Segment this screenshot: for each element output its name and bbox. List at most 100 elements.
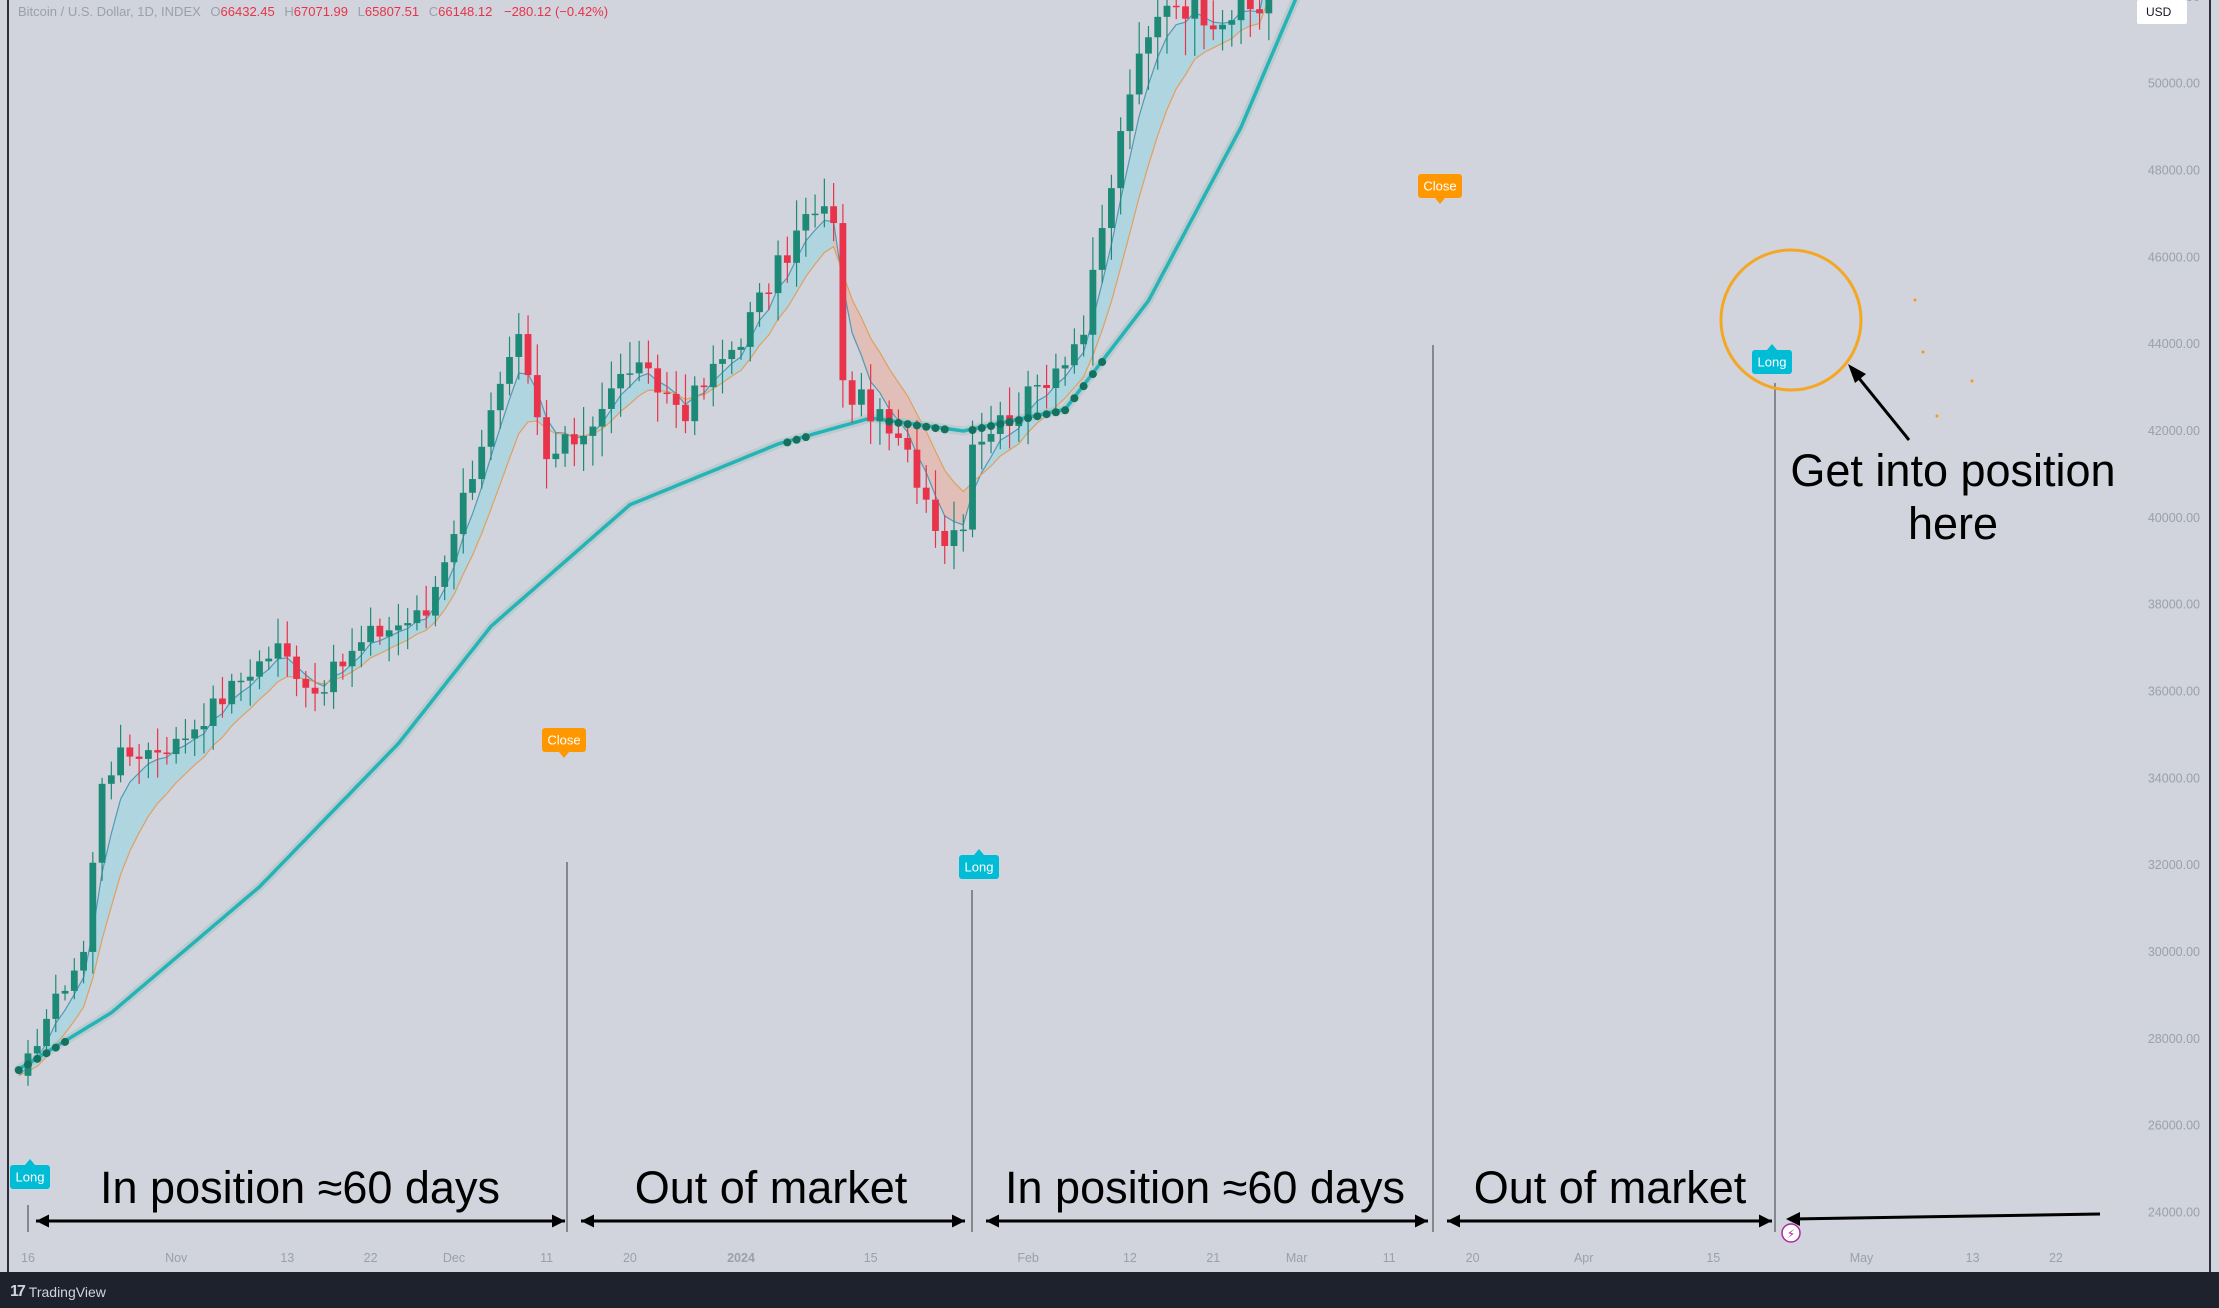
x-tick-label: May [1850,1251,1874,1265]
cloud-segment [805,230,816,277]
period-annotation: In position ≈60 days [100,1162,500,1213]
cloud-segment [139,763,149,833]
candle-body [496,383,504,411]
candle-body [876,409,884,422]
cloud-segment [1000,434,1010,456]
cloud-segment [278,657,288,682]
candle-body [1070,344,1078,366]
candle-body [339,661,347,667]
period-annotation: Out of market [1474,1162,1747,1213]
candle-body [200,726,208,730]
period-arrow-head [1447,1214,1460,1228]
cloud-segment [370,640,380,658]
candle-body [1163,5,1171,17]
candle-body [765,292,773,295]
cloud-segment [1092,282,1103,356]
cloud-segment [889,368,899,421]
cloud-segment [1166,24,1177,110]
candle-body [311,687,319,694]
ema-dot-marker [996,420,1005,429]
ema-dot-marker [1024,414,1033,423]
x-tick-label: Mar [1286,1251,1308,1265]
high-label: H [284,4,294,19]
cloud-segment [444,566,454,610]
candle-body [80,951,87,971]
cloud-segment [120,782,130,875]
candle-body [450,534,458,563]
ema-dot-marker [42,1049,51,1058]
candle-body [107,775,115,784]
ema-dot-marker [968,426,977,435]
x-tick-label: 12 [1123,1251,1137,1265]
y-tick-label: 46000.00 [2148,250,2200,264]
candle-body [43,1018,50,1047]
ema-dot-marker [1070,394,1079,403]
candle-body [719,359,726,364]
candle-body [274,643,282,659]
cloud-segment [815,220,825,265]
period-annotation: In position ≈60 days [1005,1162,1405,1213]
symbol-name: Bitcoin / U.S. Dollar, 1D, INDEX [18,4,201,19]
candle-body [543,417,550,460]
y-tick-label: 36000.00 [2148,685,2200,699]
candle-body [135,756,143,759]
period-arrow-head [952,1214,965,1228]
y-tick-label: 48000.00 [2148,164,2200,178]
signal-long: Long [959,849,999,879]
currency-button[interactable]: USD [2137,0,2187,24]
cloud-segment [1139,84,1149,198]
entry-arrow-head [1786,1212,1800,1226]
candle-body [1135,53,1143,95]
signal-label: Long [1758,355,1787,370]
cloud-segment [398,628,408,645]
signal-label: Close [547,733,580,748]
callout-text-line1: Get into position [1790,445,2115,496]
candle-body [654,368,662,393]
x-tick-label: 2024 [727,1251,755,1265]
candle-body [1098,228,1106,270]
candle-body [228,680,236,705]
candle-body [793,230,800,263]
y-tick-label: 24000.00 [2148,1205,2200,1219]
forecast-dot [1970,379,1974,383]
signal-long: Long [10,1159,50,1189]
candle-body [756,292,763,313]
candle-body [422,610,430,616]
cloud-segment [870,338,880,393]
candle-body [552,453,560,460]
candle-body [645,362,652,369]
candle-body [117,747,124,776]
lightning-glyph: ⚡ [1787,1227,1795,1241]
ema-dot-marker [912,421,921,430]
ema-dot-marker [14,1066,23,1075]
y-tick-label: 44000.00 [2148,337,2200,351]
candle-body [144,750,152,759]
brand[interactable]: 17 TradingView [10,1283,106,1301]
price-chart[interactable]: 24000.00 26000.00 28000.00 30000.00 32000.00… [0,0,2219,1272]
candle-body [978,441,986,445]
candle-body [126,747,134,757]
cloud-segment [1157,36,1167,136]
ema-dot-marker [24,1060,32,1069]
cloud-segment [991,440,1001,467]
close-label: C [428,4,439,19]
candle-body [1043,385,1050,388]
candle-body [1182,6,1189,19]
candle-body [959,529,967,532]
y-tick-label: 50000.00 [2148,77,2200,91]
candle-body [191,729,199,739]
signal-close: Close [542,728,586,758]
cloud-segment [1009,428,1019,450]
candle-body [395,625,402,631]
candle-body [293,656,300,679]
candle-body [515,334,523,357]
candle-body [1219,24,1226,30]
cloud-segment [240,686,251,717]
candle-body [848,380,856,405]
candle-body [858,389,865,405]
signal-long: Long [1752,344,1792,374]
ema-dot-marker [61,1037,70,1046]
candle-body [1024,386,1032,420]
ema-dot-marker [783,438,792,447]
candle-body [98,783,106,863]
